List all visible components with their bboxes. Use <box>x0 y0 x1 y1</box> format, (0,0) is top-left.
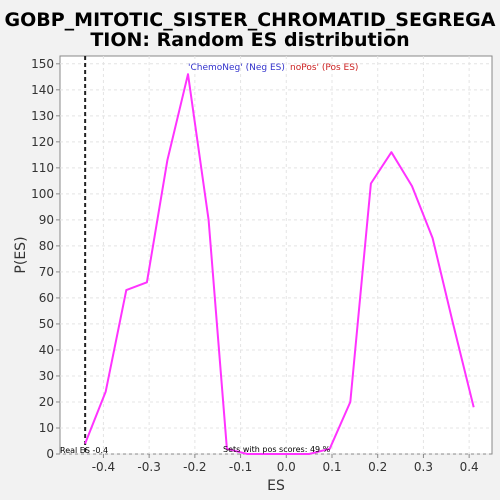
real-es-label: Real ES -0.4 <box>60 446 108 455</box>
y-axis-label: P(ES) <box>13 236 29 273</box>
y-tick-label: 50 <box>39 317 54 331</box>
x-axis-label: ES <box>267 478 285 494</box>
y-tick-label: 90 <box>39 213 54 227</box>
x-tick-label: -0.1 <box>229 460 252 474</box>
x-tick-label: -0.2 <box>183 460 206 474</box>
x-tick-label: 0.2 <box>368 460 387 474</box>
y-tick-label: 140 <box>31 83 54 97</box>
series-layer <box>84 73 475 455</box>
pos-scores-label: Sets with pos scores: 49 % <box>223 445 331 454</box>
chart-title-line-2: TION: Random ES distribution <box>90 29 409 51</box>
axes: 0 10 20 30 40 50 60 70 80 90 100 110 120 130 140 150 -0.… <box>31 57 479 474</box>
x-tick-label: 0.3 <box>414 460 433 474</box>
legend-neg-label: 'ChemoNeg' (Neg ES) <box>188 63 285 73</box>
y-tick-label: 120 <box>31 135 54 149</box>
plot-area <box>59 55 493 455</box>
y-tick-label: 20 <box>39 395 54 409</box>
y-tick-label: 0 <box>46 447 54 461</box>
grid <box>60 56 492 455</box>
legend-pos-label: noPos' (Pos ES) <box>290 63 358 73</box>
y-tick-label: 100 <box>31 187 54 201</box>
y-tick-label: 130 <box>31 109 54 123</box>
y-tick-label: 60 <box>39 291 54 305</box>
es-distribution-line <box>84 73 475 455</box>
y-tick-label: 40 <box>39 343 54 357</box>
y-tick-label: 110 <box>31 161 54 175</box>
y-tick-label: 70 <box>39 265 54 279</box>
chart-title-line-1: GOBP_MITOTIC_SISTER_CHROMATID_SEGREGA <box>5 9 496 31</box>
y-tick-label: 10 <box>39 421 54 435</box>
x-tick-label: 0.4 <box>460 460 479 474</box>
x-tick-label: -0.3 <box>137 460 160 474</box>
x-tick-label: -0.4 <box>92 460 115 474</box>
x-tick-label: 0.1 <box>322 460 341 474</box>
y-tick-label: 80 <box>39 239 54 253</box>
x-tick-label: 0.0 <box>277 460 296 474</box>
y-tick-label: 150 <box>31 57 54 71</box>
y-tick-label: 30 <box>39 369 54 383</box>
